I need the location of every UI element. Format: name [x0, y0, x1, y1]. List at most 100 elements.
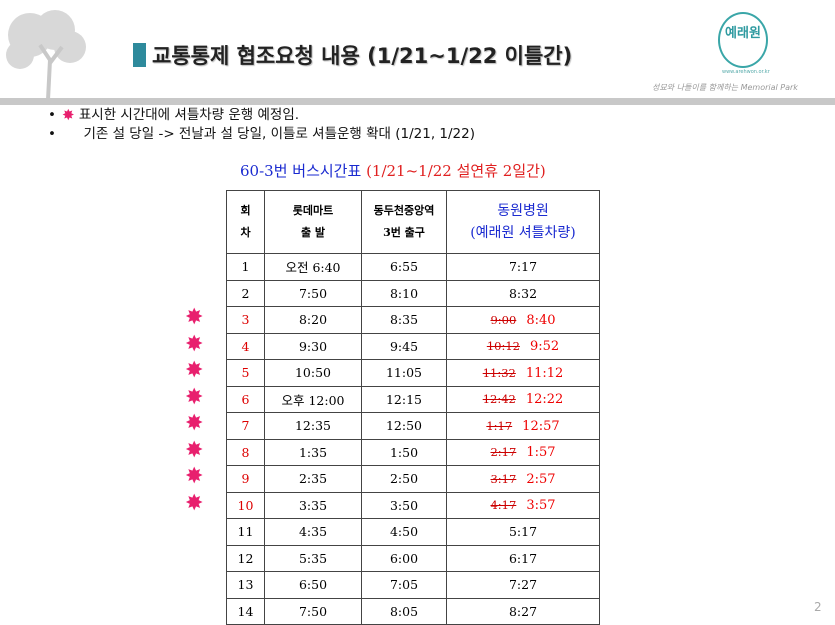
new-time: 8:40 [526, 312, 556, 328]
trip-number: 8 [226, 438, 265, 466]
station-time: 1:50 [361, 438, 447, 466]
hospital-time: 1:17 12:57 [446, 412, 600, 440]
page-number: 2 [814, 600, 822, 614]
star-icon: ✸ [185, 490, 204, 516]
lotte-departure: 5:35 [264, 544, 362, 572]
hospital-time: 12:42 12:22 [446, 385, 600, 413]
lotte-departure: 6:50 [264, 571, 362, 599]
column-header: 동원병원 (예래원 셔틀차량) [446, 190, 600, 254]
lotte-departure: 8:20 [264, 306, 362, 334]
table-row: 14 7:50 8:05 8:27 [226, 597, 600, 625]
old-time: 1:17 [486, 418, 513, 433]
star-icon: ✸ [62, 106, 75, 124]
header-line: 동두천중앙역 [373, 204, 435, 217]
table-row: 5 10:50 11:05 11:32 11:12 [226, 359, 600, 387]
trip-number: 1 [226, 253, 265, 281]
table-row: 4 9:30 9:45 10:12 9:52 [226, 332, 600, 360]
trip-number: 6 [226, 385, 265, 413]
title-marker [133, 43, 146, 67]
header-line: 3번 출구 [383, 226, 425, 239]
hospital-time: 4:17 3:57 [446, 491, 600, 519]
header-line: (예래원 셔틀차량) [470, 225, 576, 241]
old-time: 12:42 [482, 392, 516, 407]
trip-number: 7 [226, 412, 265, 440]
hospital-time: 5:17 [446, 518, 600, 546]
tree-decoration-icon [6, 10, 86, 100]
trip-number: 14 [226, 597, 265, 625]
bullet-text: 기존 설 당일 -> 전날과 설 당일, 이틀로 셔틀운행 확대 (1/21, … [83, 126, 476, 142]
table-row: 11 4:35 4:50 5:17 [226, 518, 600, 546]
bullet-item: • 기존 설 당일 -> 전날과 설 당일, 이틀로 셔틀운행 확대 (1/21… [48, 126, 476, 142]
table-row: 2 7:50 8:10 8:32 [226, 279, 600, 307]
new-time: 12:22 [525, 392, 564, 408]
star-icon: ✸ [185, 384, 204, 410]
page-title: 교통통제 협조요청 내용 (1/21~1/22 이틀간) [133, 40, 572, 70]
table-row: 7 12:35 12:50 1:17 12:57 [226, 412, 600, 440]
trip-number: 11 [226, 518, 265, 546]
old-time: 11:32 [482, 365, 516, 380]
star-icon: ✸ [185, 331, 204, 357]
new-time: 8:32 [508, 285, 538, 301]
star-icon: ✸ [185, 358, 204, 383]
table-row: 10 3:35 3:50 4:17 3:57 [226, 491, 600, 519]
station-time: 6:55 [361, 253, 447, 281]
trip-number: 3 [226, 306, 265, 334]
bullet-list: • ✸ 표시한 시간대에 셔틀차량 운행 예정임. • 기존 설 당일 -> 전날… [48, 106, 475, 144]
trip-number: 5 [226, 359, 265, 387]
hospital-time: 8:27 [446, 597, 600, 625]
old-time: 3:17 [490, 471, 517, 486]
bullet-text: 표시한 시간대에 셔틀차량 운행 예정임. [78, 107, 300, 123]
header-line: 차 [240, 226, 251, 239]
header-line: 출 발 [300, 226, 326, 239]
route-name: 60-3번 버스시간표 [240, 162, 362, 180]
bullet-item: • ✸ 표시한 시간대에 셔틀차량 운행 예정임. [48, 106, 300, 124]
star-icon: ✸ [185, 411, 204, 436]
hospital-time: 2:17 1:57 [446, 438, 600, 466]
trip-number: 2 [226, 279, 265, 307]
station-time: 3:50 [361, 491, 447, 519]
station-time: 12:15 [361, 385, 447, 413]
lotte-departure: 9:30 [264, 332, 362, 360]
new-time: 2:57 [526, 471, 556, 487]
station-time: 2:50 [361, 465, 447, 493]
new-time: 8:27 [508, 603, 538, 619]
station-time: 9:45 [361, 332, 447, 360]
trip-number: 13 [226, 571, 265, 599]
lotte-departure: 1:35 [264, 438, 362, 466]
period: (1/21~1/22 설연휴 2일간) [366, 162, 546, 180]
old-time: 4:17 [490, 498, 517, 513]
station-time: 12:50 [361, 412, 447, 440]
column-header: 동두천중앙역 3번 출구 [361, 190, 447, 254]
divider [0, 98, 835, 105]
station-time: 8:05 [361, 597, 447, 625]
table-row: 3 8:20 8:35 9:00 8:40 [226, 306, 600, 334]
header-line: 동원병원 [497, 203, 549, 219]
logo-text: 예래원 [725, 26, 761, 41]
star-icon: ✸ [185, 305, 204, 330]
header-line: 롯데마트 [292, 204, 334, 217]
trip-number: 4 [226, 332, 265, 360]
bus-timetable: 회 차 롯데마트 출 발 동두천중앙역 3번 출구 동원병원 (예래원 셔틀차량) 1 오전 … [226, 190, 600, 625]
new-time: 6:17 [508, 550, 538, 566]
table-row: 8 1:35 1:50 2:17 1:57 [226, 438, 600, 466]
hospital-time: 7:17 [446, 253, 600, 281]
new-time: 7:17 [508, 259, 538, 275]
hospital-time: 8:32 [446, 279, 600, 307]
timetable-caption: 60-3번 버스시간표 (1/21~1/22 설연휴 2일간) [240, 160, 546, 181]
station-time: 6:00 [361, 544, 447, 572]
old-time: 9:00 [490, 312, 517, 327]
hospital-time: 11:32 11:12 [446, 359, 600, 387]
lotte-departure: 10:50 [264, 359, 362, 387]
trip-number: 12 [226, 544, 265, 572]
title-text: 교통통제 협조요청 내용 (1/21~1/22 이틀간) [152, 44, 573, 68]
table-row: 6 오후 12:00 12:15 12:42 12:22 [226, 385, 600, 413]
logo-url: www.arehwon.or.kr [722, 69, 770, 75]
hospital-time: 6:17 [446, 544, 600, 572]
header-line: 회 [240, 204, 251, 217]
new-time: 3:57 [526, 498, 556, 514]
station-time: 4:50 [361, 518, 447, 546]
station-time: 11:05 [361, 359, 447, 387]
logo: 예래원 [718, 12, 768, 68]
